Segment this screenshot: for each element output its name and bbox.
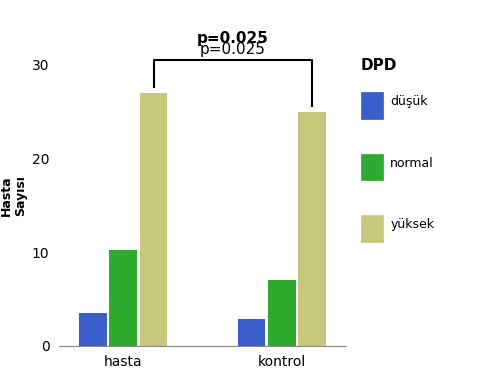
Bar <box>268 280 295 346</box>
Text: normal: normal <box>390 157 434 170</box>
Text: düşük: düşük <box>390 95 428 108</box>
Bar <box>140 93 167 346</box>
Text: p=0.025: p=0.025 <box>197 31 269 46</box>
Text: p=0.025: p=0.025 <box>200 42 266 57</box>
Text: DPD: DPD <box>361 58 397 73</box>
Bar <box>298 112 326 346</box>
Bar <box>238 319 265 346</box>
Text: Hasta
Sayısı: Hasta Sayısı <box>0 175 28 216</box>
Bar <box>110 250 137 346</box>
Bar <box>80 313 107 346</box>
Text: yüksek: yüksek <box>390 218 434 231</box>
